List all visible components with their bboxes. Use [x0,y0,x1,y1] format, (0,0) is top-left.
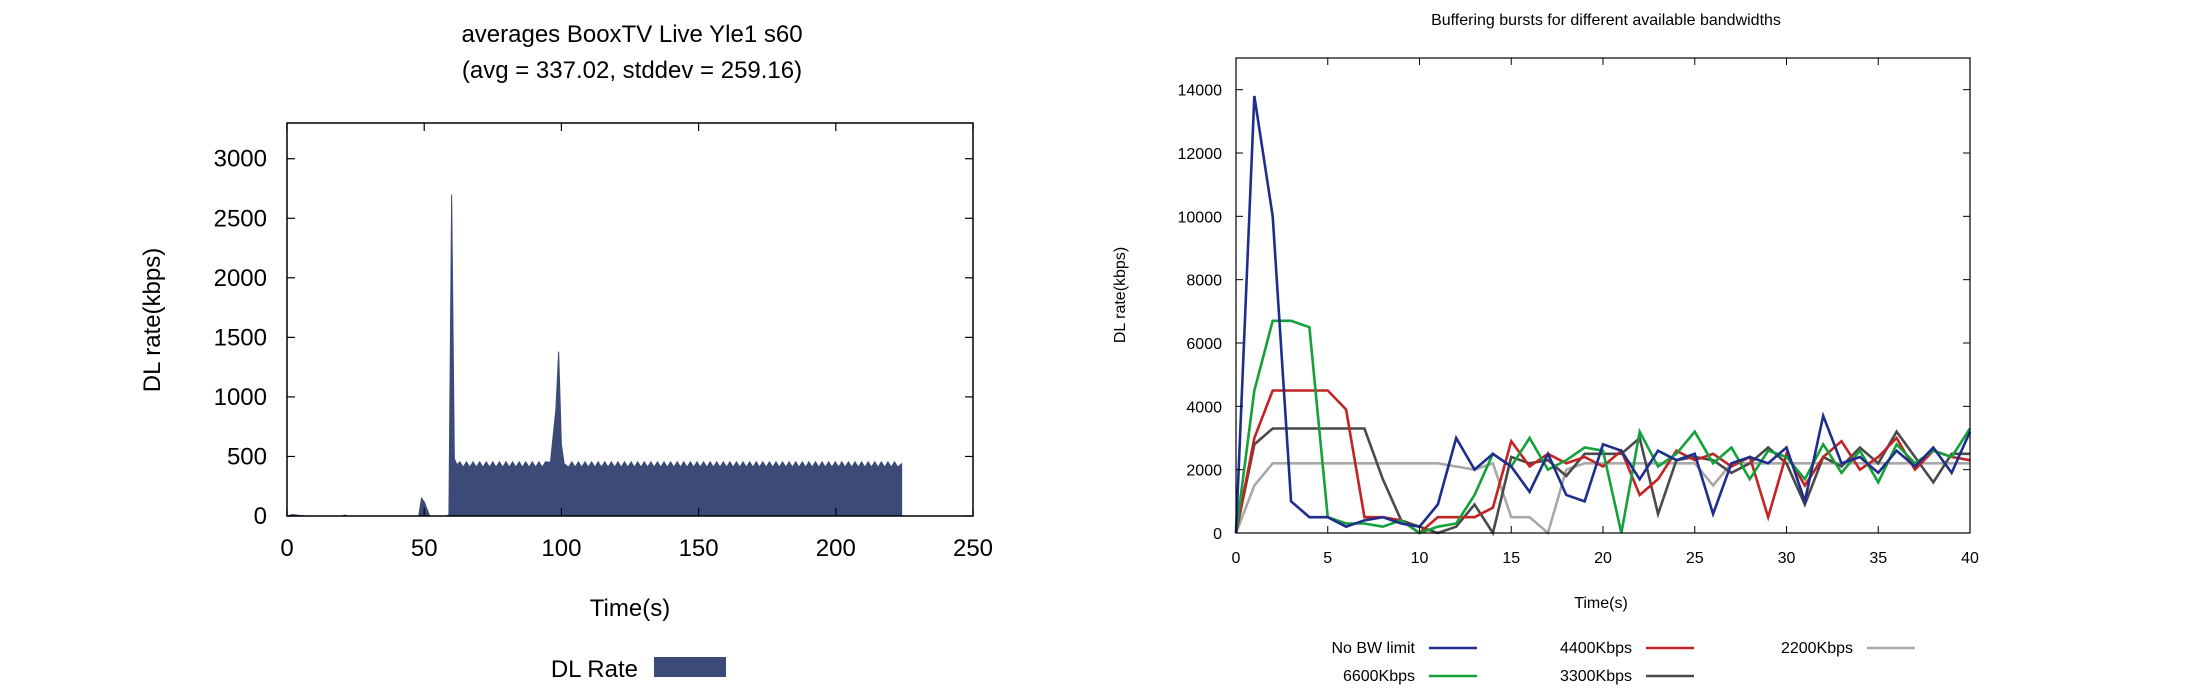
left-chart-title: averages BooxTV Live Yle1 s60 [461,21,802,48]
right-x-tick-label: 25 [1686,550,1704,567]
left-x-tick-label: 200 [816,535,856,562]
left-x-tick-label: 100 [541,535,581,562]
left-y-tick-label: 3000 [214,146,267,173]
left-chart-subtitle: (avg = 337.02, stddev = 259.16) [462,57,802,84]
right-x-axis: 0 5 10 15 20 25 30 35 40 [1232,58,1979,567]
right-x-tick-label: 0 [1232,550,1241,567]
left-legend-swatch [654,657,726,677]
left-y-tick-label: 0 [254,503,267,530]
right-chart: Buffering bursts for different available… [1112,12,1979,685]
left-x-tick-label: 0 [280,535,293,562]
left-x-tick-label: 50 [411,535,438,562]
left-y-tick-label: 2000 [214,265,267,292]
right-x-tick-label: 15 [1502,550,1520,567]
right-y-tick-label: 14000 [1178,83,1223,100]
left-y-axis-label: DL rate(kbps) [139,248,166,393]
left-y-tick-label: 500 [227,443,267,470]
right-y-tick-label: 10000 [1178,209,1223,226]
left-legend-label: DL Rate [551,656,638,683]
right-x-tick-label: 5 [1323,550,1332,567]
left-plot-area [286,194,903,517]
right-series-no-bw-limit [1234,95,1972,534]
right-x-tick-label: 30 [1778,550,1796,567]
right-legend-label: 4400Kbps [1560,640,1632,657]
right-y-axis: 0 2000 4000 6000 8000 10000 12000 14000 [1178,83,1970,543]
right-legend: No BW limit 4400Kbps 2200Kbps 6600Kbps 3300K… [1331,640,1915,685]
left-y-tick-label: 1500 [214,324,267,351]
left-x-tick-label: 250 [953,535,993,562]
left-series-dl-rate [286,194,903,517]
right-x-tick-label: 20 [1594,550,1612,567]
left-legend: DL Rate [551,656,726,683]
right-x-axis-label: Time(s) [1574,595,1628,612]
right-y-tick-label: 6000 [1186,336,1222,353]
right-chart-title: Buffering bursts for different available… [1431,12,1781,29]
right-y-tick-label: 4000 [1186,399,1222,416]
left-chart: averages BooxTV Live Yle1 s60 (avg = 337… [139,21,993,683]
right-legend-label: 6600Kbps [1343,668,1415,685]
right-series-2200kbps [1234,461,1970,536]
right-plot-area [1234,95,1972,537]
right-y-tick-label: 0 [1213,526,1222,543]
right-legend-label: 3300Kbps [1560,668,1632,685]
right-x-tick-label: 40 [1961,550,1979,567]
right-y-tick-label: 2000 [1186,463,1222,480]
left-x-tick-label: 150 [679,535,719,562]
left-plot-frame [286,122,974,517]
right-y-axis-label: DL rate(kbps) [1112,247,1129,343]
right-y-tick-label: 12000 [1178,146,1223,163]
right-legend-label: No BW limit [1331,640,1415,657]
right-series-6600kbps [1234,319,1972,535]
left-y-axis: 0 500 1000 1500 2000 2500 3000 [214,146,973,530]
right-y-tick-label: 8000 [1186,273,1222,290]
right-x-tick-label: 10 [1411,550,1429,567]
left-y-tick-label: 1000 [214,384,267,411]
left-x-axis: 0 50 100 150 200 250 [280,123,993,562]
left-y-tick-label: 2500 [214,205,267,232]
left-x-axis-label: Time(s) [590,595,670,622]
right-legend-label: 2200Kbps [1781,640,1853,657]
right-series-4400kbps [1234,389,1971,535]
right-plot-frame [1235,57,1971,534]
right-x-tick-label: 35 [1869,550,1887,567]
